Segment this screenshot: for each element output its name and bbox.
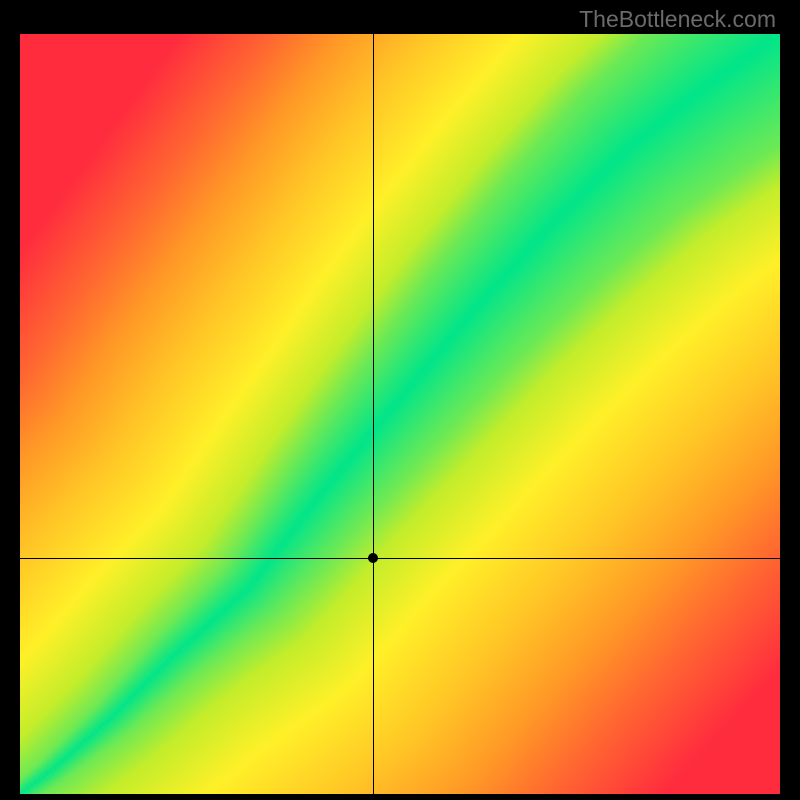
crosshair-horizontal: [20, 558, 780, 559]
watermark: TheBottleneck.com: [579, 6, 776, 33]
crosshair-vertical: [373, 34, 374, 794]
heatmap-canvas: [20, 34, 780, 794]
crosshair-marker: [368, 553, 378, 563]
heatmap-plot: [20, 34, 780, 794]
